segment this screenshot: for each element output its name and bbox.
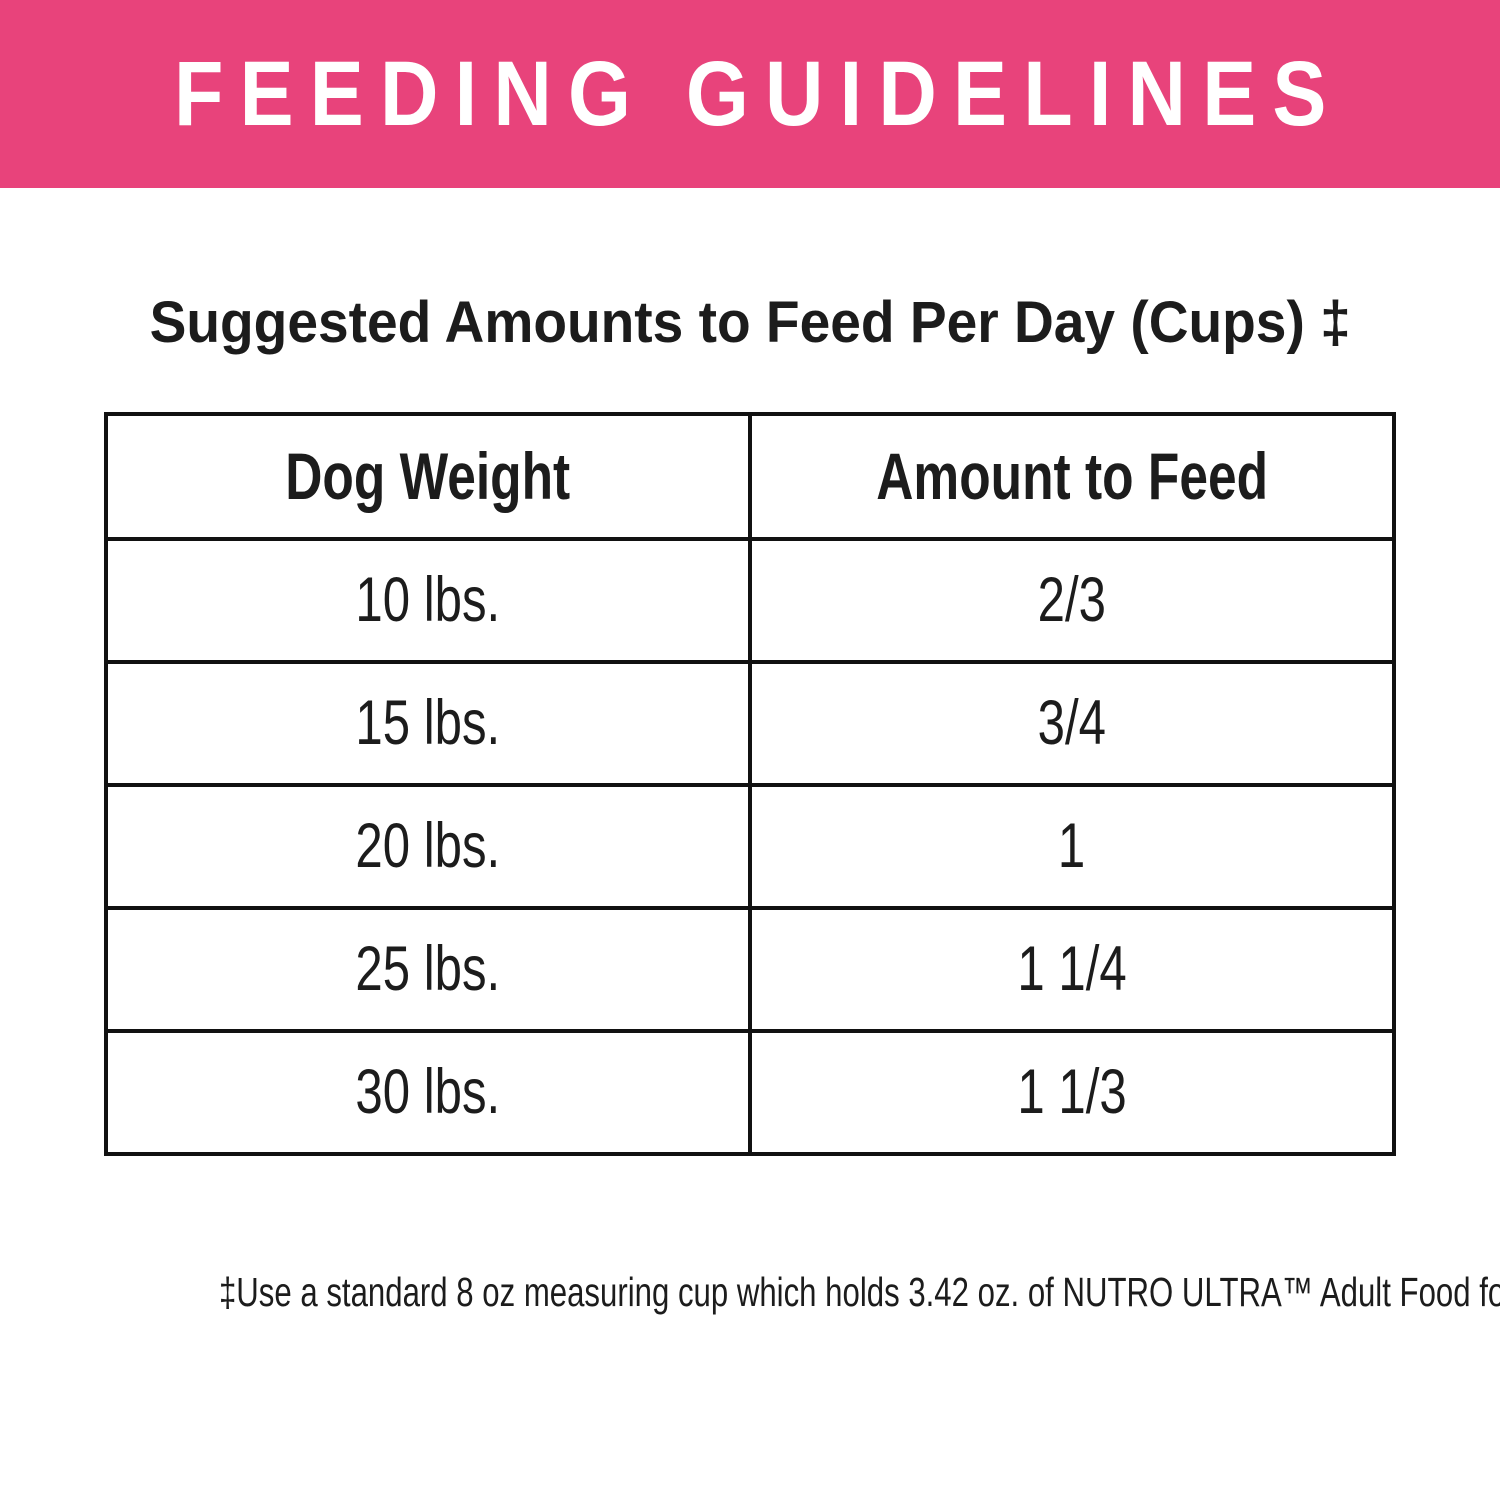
footnote-text: ‡Use a standard 8 oz measuring cup which… <box>218 1268 1500 1315</box>
amount-to-feed-value: 1 1/4 <box>1017 933 1127 1004</box>
amount-to-feed-cell: 1 <box>748 782 1396 910</box>
table-row: 20 lbs. 1 <box>104 782 1396 910</box>
dog-weight-value: 30 lbs. <box>355 1056 501 1127</box>
amount-to-feed-cell: 1 1/3 <box>748 1028 1396 1156</box>
footnote: ‡Use a standard 8 oz measuring cup which… <box>0 1268 1500 1317</box>
amount-to-feed-value: 2/3 <box>1037 564 1107 635</box>
amount-to-feed-value: 3/4 <box>1037 687 1107 758</box>
table-row: 10 lbs. 2/3 <box>104 536 1396 664</box>
column-header-amount-to-feed: Amount to Feed <box>748 411 1396 541</box>
table-row: 15 lbs. 3/4 <box>104 659 1396 787</box>
table-row: 25 lbs. 1 1/4 <box>104 905 1396 1033</box>
amount-to-feed-cell: 1 1/4 <box>748 905 1396 1033</box>
dog-weight-value: 15 lbs. <box>355 687 501 758</box>
feeding-table: Dog Weight Amount to Feed 10 lbs. 2/3 15… <box>104 411 1396 1156</box>
column-header-amount-to-feed-label: Amount to Feed <box>876 439 1268 514</box>
amount-to-feed-value: 1 <box>1058 810 1086 881</box>
dog-weight-cell: 20 lbs. <box>104 782 752 910</box>
banner-title: FEEDING GUIDELINES <box>173 43 1343 145</box>
dog-weight-cell: 10 lbs. <box>104 536 752 664</box>
amount-to-feed-cell: 2/3 <box>748 536 1396 664</box>
page-title: Suggested Amounts to Feed Per Day (Cups)… <box>0 288 1500 358</box>
amount-to-feed-value: 1 1/3 <box>1017 1056 1127 1127</box>
page-title-text: Suggested Amounts to Feed Per Day (Cups)… <box>149 290 1351 355</box>
dog-weight-value: 20 lbs. <box>355 810 501 881</box>
column-header-dog-weight: Dog Weight <box>104 411 752 541</box>
column-header-dog-weight-label: Dog Weight <box>285 439 571 514</box>
header-row: Dog Weight Amount to Feed <box>104 411 1396 541</box>
dog-weight-value: 25 lbs. <box>355 933 501 1004</box>
dog-weight-cell: 25 lbs. <box>104 905 752 1033</box>
feeding-table-header: Dog Weight Amount to Feed <box>104 411 1396 541</box>
amount-to-feed-cell: 3/4 <box>748 659 1396 787</box>
table-row: 30 lbs. 1 1/3 <box>104 1028 1396 1156</box>
dog-weight-value: 10 lbs. <box>355 564 501 635</box>
feeding-guidelines-banner: FEEDING GUIDELINES <box>0 0 1500 188</box>
dog-weight-cell: 15 lbs. <box>104 659 752 787</box>
feeding-table-body: 10 lbs. 2/3 15 lbs. 3/4 20 lbs. <box>104 536 1396 1156</box>
dog-weight-cell: 30 lbs. <box>104 1028 752 1156</box>
